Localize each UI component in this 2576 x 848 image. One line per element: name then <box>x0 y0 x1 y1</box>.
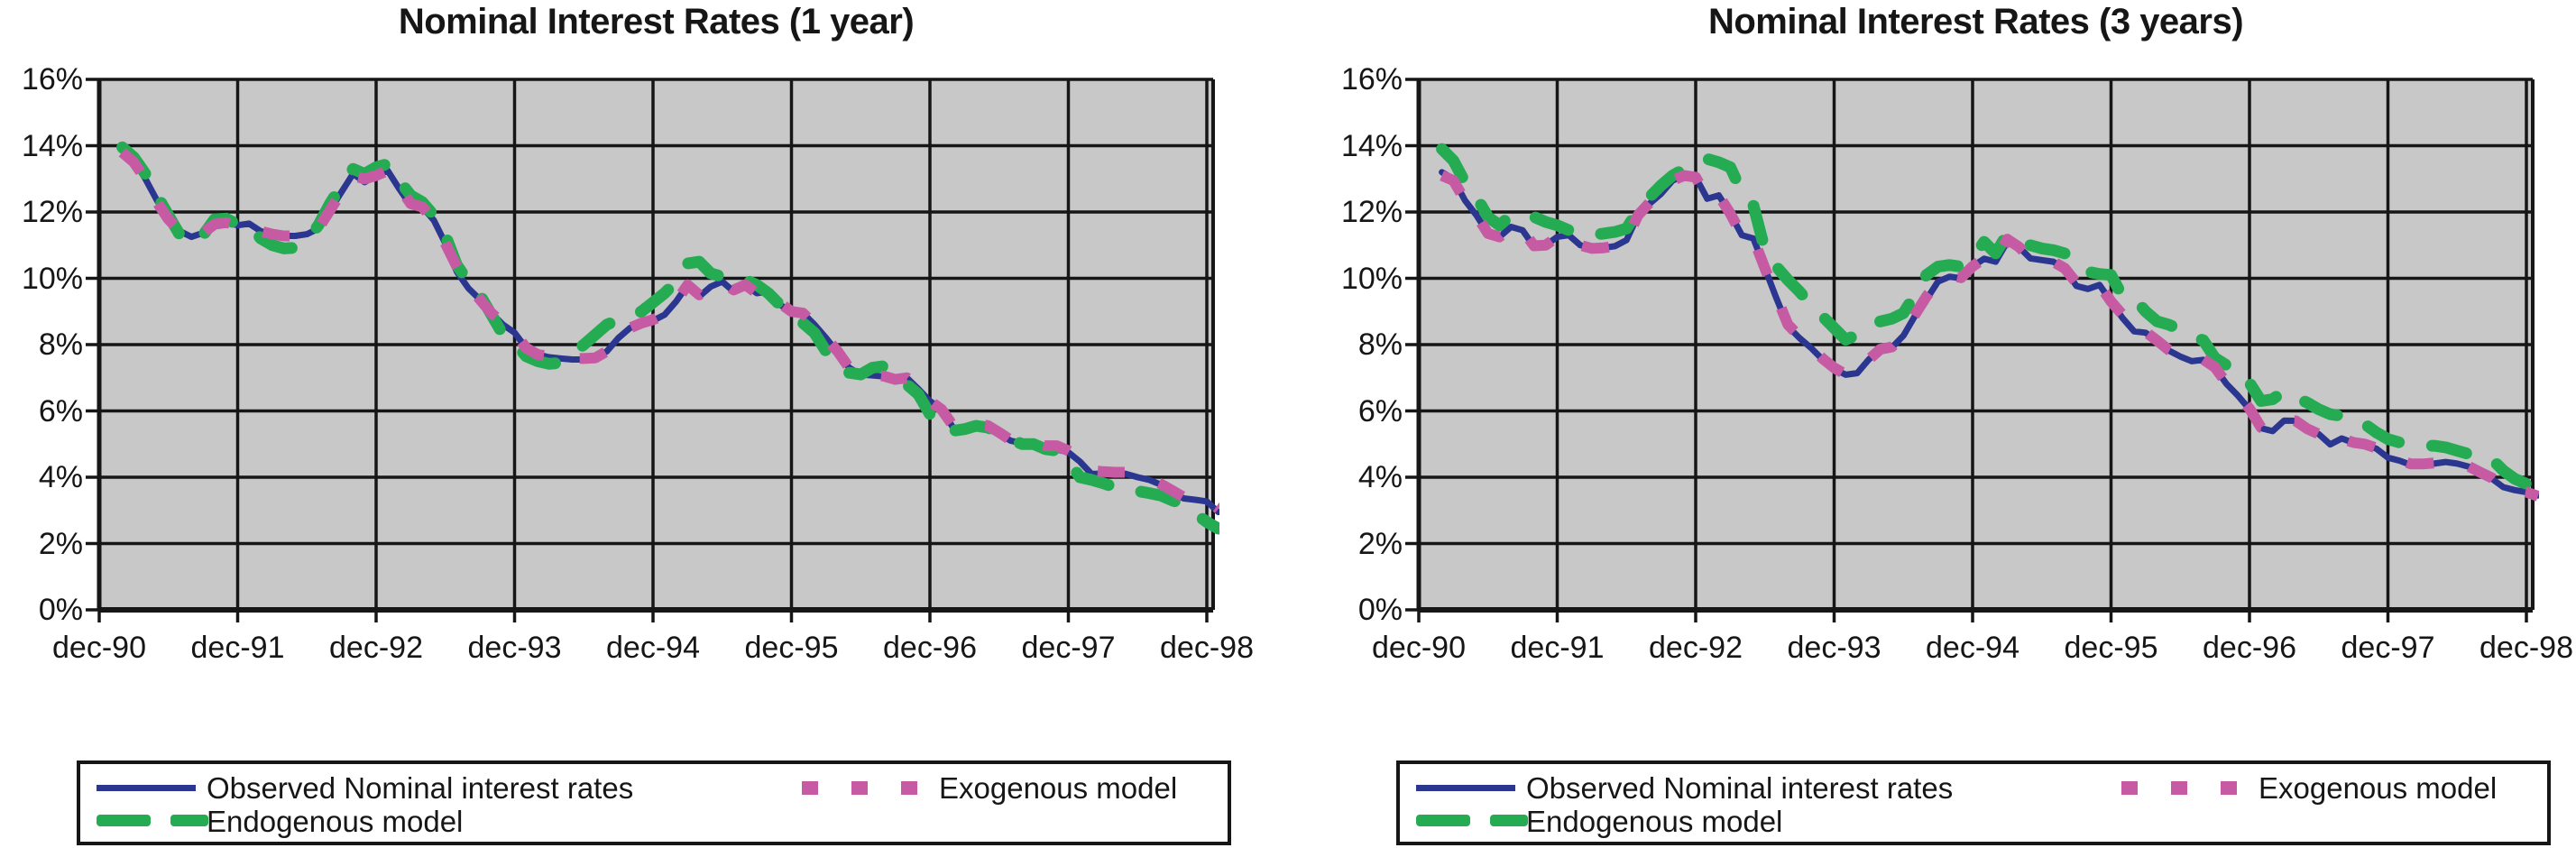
x-tick-label: dec-90 <box>1372 631 1466 665</box>
y-tick-label: 0% <box>1357 593 1403 627</box>
legend-endogenous-label: Endogenous model <box>1526 805 1783 838</box>
y-tick-label: 8% <box>1357 327 1403 362</box>
y-tick-label: 6% <box>38 393 83 429</box>
x-tick-label: dec-90 <box>52 631 146 665</box>
y-tick-label: 12% <box>1340 195 1403 229</box>
endogenous-dash-sample <box>1416 815 1470 826</box>
endogenous-line <box>1436 143 2539 492</box>
x-axis-labels: dec-90 dec-91 dec-92 dec-93 dec-94 dec-95 dec-… <box>1320 630 2576 669</box>
legend-exogenous-label: Exogenous model <box>2259 771 2498 805</box>
chart-3-years: Nominal Interest Rates (3 years) 16% 14% 1… <box>1320 0 2576 848</box>
legend-box: Observed Nominal interest rates Exogenou… <box>1396 760 2551 845</box>
y-tick-label: 2% <box>1357 526 1403 561</box>
y-axis-labels: 16% 14% 12% 10% 8% 6% 4% 2% 0% <box>1320 0 1403 631</box>
y-tick-label: 16% <box>1340 62 1403 97</box>
legend-endogenous-label: Endogenous model <box>207 805 464 838</box>
y-tick-label: 4% <box>38 460 83 494</box>
exogenous-dash-sample <box>2121 781 2138 795</box>
endogenous-dash-sample <box>1490 815 1528 826</box>
y-tick-label: 12% <box>21 195 83 229</box>
x-tick-label: dec-91 <box>1510 631 1605 665</box>
x-tick-label: dec-98 <box>1160 631 1254 665</box>
legend-box: Observed Nominal interest rates Exogenou… <box>77 760 1231 845</box>
chart-title: Nominal Interest Rates (1 year) <box>398 2 915 41</box>
x-tick-label: dec-96 <box>2203 631 2296 665</box>
x-tick-label: dec-93 <box>1787 631 1881 665</box>
exogenous-dash-sample <box>802 781 818 795</box>
chart-title: Nominal Interest Rates (3 years) <box>1707 2 2244 41</box>
x-tick-label: dec-98 <box>2479 631 2573 665</box>
x-tick-label: dec-97 <box>2341 631 2435 665</box>
y-tick-label: 4% <box>1357 460 1403 494</box>
exogenous-dash-sample <box>2171 781 2187 795</box>
y-axis-labels: 16% 14% 12% 10% 8% 6% 4% 2% 0% <box>0 0 83 631</box>
exogenous-line <box>1440 170 2539 502</box>
x-tick-label: dec-95 <box>744 631 839 665</box>
endogenous-line <box>116 141 1219 535</box>
x-tick-label: dec-95 <box>2064 631 2158 665</box>
observed-line-sample <box>97 785 196 791</box>
y-tick-label: 14% <box>1340 128 1403 163</box>
y-tick-label: 10% <box>1340 261 1403 296</box>
exogenous-dash-sample <box>901 781 917 795</box>
y-tick-label: 6% <box>1357 393 1403 429</box>
exogenous-dash-sample <box>2221 781 2237 795</box>
legend-observed-label: Observed Nominal interest rates <box>207 771 634 805</box>
chart-1-year: Nominal Interest Rates (1 year) 16% 14% 12… <box>0 0 1256 848</box>
plot-area <box>86 78 1219 622</box>
y-tick-label: 2% <box>38 526 83 561</box>
x-tick-label: dec-91 <box>190 631 285 665</box>
x-tick-label: dec-96 <box>883 631 977 665</box>
exogenous-dash-sample <box>851 781 868 795</box>
x-tick-label: dec-93 <box>467 631 562 665</box>
observed-line-sample <box>1416 785 1515 791</box>
legend-observed-label: Observed Nominal interest rates <box>1526 771 1954 805</box>
y-tick-label: 0% <box>38 593 83 627</box>
y-tick-label: 14% <box>21 128 83 163</box>
y-tick-label: 8% <box>38 327 83 362</box>
endogenous-dash-sample <box>170 815 208 826</box>
x-tick-label: dec-97 <box>1021 631 1116 665</box>
legend-exogenous-label: Exogenous model <box>939 771 1178 805</box>
x-tick-label: dec-92 <box>329 631 423 665</box>
x-tick-label: dec-92 <box>1649 631 1743 665</box>
x-axis-labels: dec-90 dec-91 dec-92 dec-93 dec-94 dec-95 dec-… <box>0 630 1288 669</box>
endogenous-dash-sample <box>97 815 151 826</box>
x-tick-label: dec-94 <box>606 631 700 665</box>
plot-area <box>1405 78 2539 622</box>
x-tick-label: dec-94 <box>1926 631 2019 665</box>
y-tick-label: 10% <box>21 261 83 296</box>
y-tick-label: 16% <box>21 62 83 97</box>
